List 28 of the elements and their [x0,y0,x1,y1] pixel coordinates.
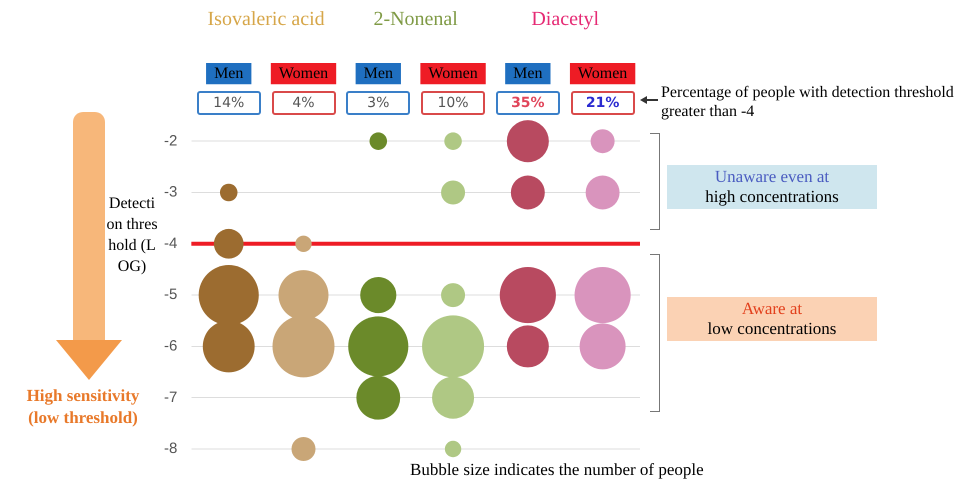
y-tick-label: -8 [164,440,178,458]
x-tick-label: Men [214,64,244,82]
y-tick-label: -3 [164,184,178,201]
y-tick-label: -5 [164,286,178,304]
text: High sensitivity (low threshold) [26,385,140,429]
text: Bubble size indicates the number of people [410,460,704,480]
text: 35% [496,91,560,116]
y-tick-label: -6 [164,338,178,355]
y-tick-label: -4 [164,234,178,252]
y-tick-label: -2 [164,132,178,150]
text: Diacetyl [530,8,600,31]
y-tick-label: -7 [164,388,178,406]
x-tick-label: Women [428,64,478,82]
text: 3% [346,91,410,116]
text: 14% [196,91,261,116]
text: Percentage of people with detection threshold greater than -4 [661,83,955,122]
text: 4% [272,91,336,116]
x-tick-label: Women [278,64,328,82]
text: Aware at low concentrations [667,297,877,342]
text: Unaware even at high concentrations [667,164,877,209]
x-tick-label: Women [578,64,628,82]
text: 10% [421,91,486,116]
y-axis-title: Detection threshold (LOG) [106,193,158,277]
x-tick-label: Men [364,64,393,82]
text: 2-Nonenal [373,8,458,30]
text: 21% [570,91,635,116]
x-tick-label: Men [513,64,542,82]
text: Isovaleric acid [206,8,326,31]
